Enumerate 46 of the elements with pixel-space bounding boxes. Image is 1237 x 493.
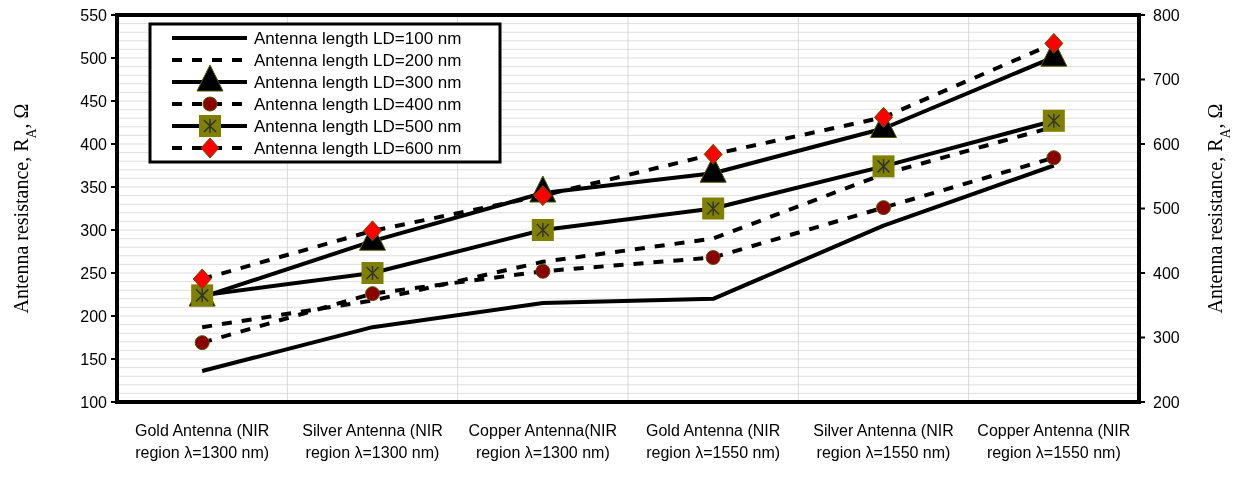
legend-label: Antenna length LD=600 nm: [254, 138, 462, 158]
y-tick-label: 100: [80, 393, 108, 411]
x-tick-label: Copper Antenna(NIR region λ=1300 nm): [468, 422, 618, 461]
y2-tick-label: 700: [1153, 71, 1180, 89]
point: [1046, 150, 1062, 166]
legend-label: Antenna length LD=400 nm: [254, 94, 462, 114]
point: [874, 106, 893, 128]
legend-label: Antenna length LD=200 nm: [254, 50, 462, 70]
point: [361, 262, 384, 284]
point: [1044, 32, 1064, 54]
point: [702, 197, 725, 220]
y-tick-label: 150: [80, 350, 108, 368]
y2-tick-label: 600: [1153, 135, 1180, 153]
y2-tick-label: 200: [1153, 393, 1180, 411]
y-tick-label: 250: [80, 264, 108, 282]
point: [363, 220, 382, 242]
x-tick-label: Gold Antenna (NIR region λ=1300 nm): [135, 422, 270, 461]
y2-tick-label: 800: [1153, 6, 1180, 24]
point: [531, 219, 554, 241]
point: [535, 263, 551, 279]
point: [192, 268, 212, 290]
y-tick-label: 450: [80, 92, 108, 110]
point: [365, 286, 380, 302]
point: [876, 200, 891, 216]
y-tick-label: 200: [80, 307, 108, 325]
legend-label: Antenna length LD=100 nm: [254, 28, 462, 48]
point: [872, 155, 895, 178]
x-tick-label: Silver Antenna (NIR region λ=1550 nm): [813, 422, 954, 461]
point: [703, 143, 723, 165]
point: [194, 335, 210, 351]
legend-label: Antenna length LD=300 nm: [254, 72, 462, 92]
y2-tick-label: 500: [1153, 200, 1180, 218]
x-tick-label: Copper Antenna (NIR region λ=1550 nm): [977, 422, 1131, 461]
y2-tick-label: 400: [1153, 264, 1180, 282]
legend-label: Antenna length LD=500 nm: [254, 116, 462, 136]
point: [705, 250, 721, 266]
point: [191, 284, 214, 307]
y2-tick-label: 300: [1153, 329, 1180, 347]
x-tick-label: Gold Antenna (NIR region λ=1550 nm): [646, 422, 781, 461]
x-tick-label: Silver Antenna (NIR region λ=1300 nm): [302, 422, 443, 461]
y-tick-label: 500: [80, 49, 108, 67]
y-tick-label: 300: [80, 221, 108, 239]
y-tick-label: 400: [80, 135, 108, 153]
y-tick-label: 350: [80, 178, 108, 196]
point: [1042, 109, 1065, 132]
y-tick-label: 550: [80, 6, 108, 24]
